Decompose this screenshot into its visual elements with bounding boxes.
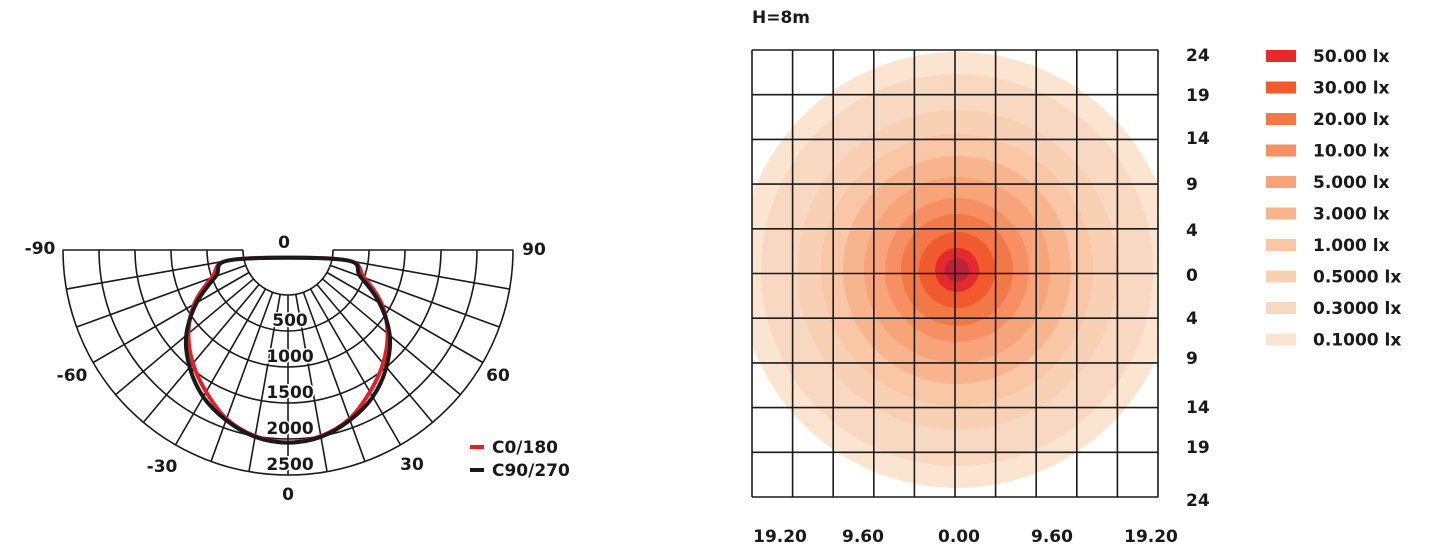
polar-legend-label: C0/180: [492, 438, 558, 458]
polar-spoke: [142, 283, 260, 423]
isolux-legend-swatch: [1266, 239, 1296, 251]
polar-curves: [183, 255, 393, 445]
isolux-legend-label: 1.000 lx: [1313, 236, 1390, 256]
isolux-legend-label: 0.1000 lx: [1313, 331, 1401, 351]
isolux-legend-label: 30.00 lx: [1313, 79, 1390, 99]
polar-angle-label: -30: [147, 457, 178, 477]
polar-angle-label: 0: [282, 485, 294, 505]
polar-spoke: [326, 271, 484, 364]
isolux-legend-label: 0.5000 lx: [1313, 268, 1401, 288]
polar-spoke: [332, 257, 510, 290]
isolux-y-tick: 0: [1186, 266, 1198, 286]
isolux-y-tick: 4: [1186, 221, 1198, 241]
isolux-y-tick: 9: [1186, 349, 1198, 369]
isolux-legend-swatch: [1266, 81, 1296, 94]
polar-spoke: [92, 271, 250, 364]
polar-angle-label: 30: [400, 455, 424, 475]
polar-radial-label: 2000: [266, 419, 313, 439]
polar-angle-label: 90: [522, 240, 546, 260]
isolux-legend-swatch: [1266, 333, 1296, 346]
isolux-legend-swatch: [1266, 50, 1296, 62]
isolux-legend-swatch: [1266, 207, 1296, 220]
isolux-x-tick: 19.20: [753, 527, 807, 547]
isolux-labels: 24 19 14 9 4 0 4 9 14 19 24 19.20 9.60 0.00 9.60 19.20: [753, 46, 1210, 547]
polar-curve-c90-270: [183, 255, 393, 445]
polar-spoke: [174, 288, 267, 446]
isolux-legend-swatch: [1266, 176, 1296, 188]
isolux-legend-swatch: [1266, 113, 1296, 125]
isolux-x-tick: 9.60: [1031, 527, 1073, 547]
polar-intensity-diagram: -90 -60 -30 0 0 30 60 90 500 1000 1500 2000 2500 C0/…: [25, 233, 570, 505]
isolux-y-tick: 9: [1186, 175, 1198, 195]
isolux-contours: [752, 52, 1158, 488]
polar-angle-label: 0: [278, 233, 290, 253]
isolux-peak: [945, 258, 969, 282]
polar-spoke: [309, 288, 402, 446]
isolux-y-tick: 14: [1186, 129, 1210, 149]
polar-spoke: [248, 294, 281, 472]
isolux-x-tick: 19.20: [1124, 527, 1178, 547]
isolux-y-tick: 14: [1186, 398, 1210, 418]
polar-grid: [62, 249, 514, 476]
isolux-y-tick: 4: [1186, 309, 1198, 329]
isolux-legend-label: 3.000 lx: [1313, 205, 1390, 225]
polar-angle-label: -90: [25, 239, 56, 259]
isolux-x-tick: 0.00: [938, 527, 980, 547]
isolux-title: H=8m: [752, 8, 810, 28]
polar-spoke: [316, 283, 434, 423]
isolux-legend-swatch: [1266, 270, 1296, 283]
isolux-y-tick: 24: [1186, 491, 1210, 511]
isolux-legend-label: 5.000 lx: [1313, 173, 1390, 193]
polar-spoke: [76, 264, 246, 328]
isolux-legend-swatch: [1266, 144, 1296, 157]
polar-spoke: [295, 294, 328, 472]
polar-spoke: [66, 257, 244, 290]
polar-spoke: [330, 264, 500, 328]
isolux-diagram: H=8m 24 19 14 9 4 0 4 9 14 19 24 19.20 9.60 0.00 9.60 1…: [751, 8, 1401, 547]
isolux-legend-label: 0.3000 lx: [1313, 299, 1401, 319]
polar-spoke: [210, 292, 274, 462]
isolux-y-tick: 19: [1186, 438, 1210, 458]
polar-legend-label: C90/270: [492, 461, 570, 481]
polar-angle-label: -60: [57, 366, 88, 386]
isolux-legend-label: 20.00 lx: [1313, 110, 1390, 130]
isolux-legend: 50.00 lx 30.00 lx 20.00 lx 10.00 lx 5.000 lx…: [1266, 47, 1401, 351]
polar-radial-label: 2500: [266, 455, 313, 475]
isolux-legend-label: 10.00 lx: [1313, 142, 1390, 162]
polar-radial-label: 500: [272, 311, 308, 331]
polar-labels: -90 -60 -30 0 0 30 60 90 500 1000 1500 2000 2500: [25, 233, 546, 505]
polar-radial-label: 1500: [266, 383, 313, 403]
polar-legend: C0/180 C90/270: [470, 438, 570, 481]
polar-spoke: [302, 292, 366, 462]
isolux-grid: [751, 49, 1159, 498]
polar-radial-label: 1000: [266, 347, 313, 367]
isolux-legend-label: 50.00 lx: [1313, 47, 1390, 67]
isolux-y-tick: 19: [1186, 86, 1210, 106]
polar-angle-label: 60: [486, 366, 510, 386]
isolux-legend-swatch: [1266, 302, 1296, 314]
isolux-x-tick: 9.60: [842, 527, 884, 547]
isolux-y-tick: 24: [1186, 46, 1210, 66]
